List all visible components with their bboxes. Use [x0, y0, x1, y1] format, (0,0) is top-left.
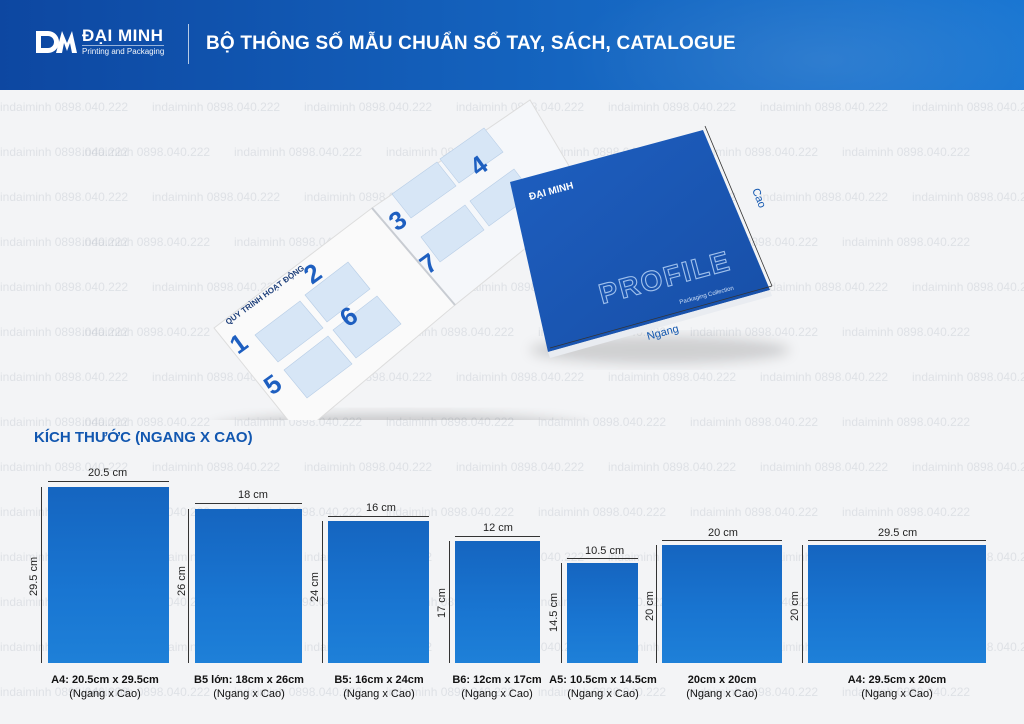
height-label: 20 cm — [644, 591, 656, 621]
height-line — [41, 487, 42, 663]
size-caption: B5 lớn: 18cm x 26cm (Ngang x Cao) — [194, 674, 304, 700]
width-line — [808, 540, 986, 541]
watermark-text: indaiminh 0898.040.222 — [912, 460, 1024, 474]
width-line — [195, 503, 302, 504]
height-label: 14.5 cm — [548, 592, 560, 632]
dm-logo-icon — [36, 31, 77, 53]
page-title: BỘ THÔNG SỐ MẪU CHUẨN SỔ TAY, SÁCH, CATA… — [206, 33, 736, 54]
size-block-square — [662, 545, 782, 663]
watermark-text: indaiminh 0898.040.222 — [538, 505, 667, 519]
book-mockup: 1 2 5 6 3 4 7 QUY TRÌNH HOẠT ĐỘNG ĐẠI MI… — [213, 99, 790, 420]
size-caption: A5: 10.5cm x 14.5cm (Ngang x Cao) — [549, 674, 657, 700]
brand-name: ĐẠI MINH — [82, 26, 164, 45]
height-label: 26 cm — [176, 566, 188, 596]
width-line — [567, 558, 638, 559]
height-line — [561, 563, 562, 663]
height-line — [322, 521, 323, 663]
header-banner: ĐẠI MINH Printing and Packaging BỘ THÔNG… — [0, 0, 1024, 90]
size-caption: A4: 29.5cm x 20cm (Ngang x Cao) — [847, 674, 947, 700]
width-label: 12 cm — [483, 522, 513, 534]
brand-tagline: Printing and Packaging — [82, 45, 165, 56]
width-label: 29.5 cm — [878, 527, 918, 539]
open-book: 1 2 5 6 3 4 7 QUY TRÌNH HOẠT ĐỘNG — [213, 99, 589, 420]
height-line — [802, 545, 803, 663]
width-line — [328, 516, 429, 517]
width-label: 18 cm — [238, 489, 268, 501]
height-label: 20 cm — [789, 591, 801, 621]
size-block-a5 — [567, 563, 638, 663]
height-line — [656, 545, 657, 663]
size-block-b5-large — [195, 509, 302, 663]
height-label: 17 cm — [436, 588, 448, 618]
size-block-a4-landscape — [808, 545, 986, 663]
size-caption: B6: 12cm x 17cm (Ngang x Cao) — [452, 674, 542, 700]
size-caption: A4: 20.5cm x 29.5cm (Ngang x Cao) — [51, 674, 159, 700]
size-caption: 20cm x 20cm (Ngang x Cao) — [686, 674, 758, 700]
width-line — [455, 536, 540, 537]
watermark-text: indaiminh 0898.040.222 — [608, 460, 737, 474]
width-label: 20.5 cm — [88, 467, 128, 479]
height-label: 24 cm — [309, 572, 321, 602]
height-label: 29.5 cm — [28, 556, 40, 596]
width-line — [662, 540, 782, 541]
watermark-text: indaiminh 0898.040.222 — [456, 460, 585, 474]
width-label: 10.5 cm — [585, 545, 625, 557]
header-divider — [188, 24, 189, 64]
size-block-a4-portrait — [48, 487, 169, 663]
label-height: Cao — [749, 187, 768, 210]
size-block-b6 — [455, 541, 540, 663]
height-line — [188, 509, 189, 663]
height-line — [449, 541, 450, 663]
watermark-text: indaiminh 0898.040.222 — [304, 460, 433, 474]
width-label: 16 cm — [366, 502, 396, 514]
watermark-text: indaiminh 0898.040.222 — [760, 460, 889, 474]
size-block-b5 — [328, 521, 429, 663]
closed-catalogue: ĐẠI MINH PROFILE Packaging Collection Ng… — [510, 125, 773, 358]
width-line — [48, 481, 169, 482]
watermark-text: indaiminh 0898.040.222 — [690, 505, 819, 519]
size-caption: B5: 16cm x 24cm (Ngang x Cao) — [334, 674, 424, 700]
section-title: KÍCH THƯỚC (NGANG X CAO) — [34, 429, 253, 446]
watermark-text: indaiminh 0898.040.222 — [152, 460, 281, 474]
width-label: 20 cm — [708, 527, 738, 539]
watermark-text: indaiminh 0898.040.222 — [842, 505, 971, 519]
brand-logo: ĐẠI MINH Printing and Packaging — [34, 26, 165, 57]
